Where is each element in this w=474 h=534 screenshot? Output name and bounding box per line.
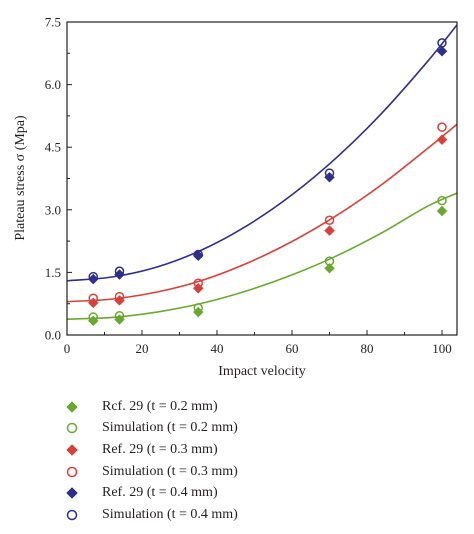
data-markers [87, 38, 448, 327]
legend-circle-icon [62, 465, 82, 479]
x-tick-label: 100 [432, 341, 452, 356]
y-tick-label: 7.5 [45, 15, 61, 30]
data-point-diamond [66, 487, 78, 500]
legend-diamond-icon [62, 486, 82, 500]
x-tick-label: 40 [211, 341, 224, 356]
legend-item: Rcf. 29 (t = 0.2 mm) [62, 396, 362, 418]
fit-line [66, 24, 458, 282]
x-axis-title: Impact velocity [218, 364, 305, 379]
x-tick-label: 80 [361, 341, 374, 356]
y-tick-label: 6.0 [45, 77, 61, 92]
legend-item: Ref. 29 (t = 0.4 mm) [62, 482, 362, 504]
legend-label: Ref. 29 (t = 0.4 mm) [102, 485, 218, 501]
data-point-diamond [324, 225, 335, 237]
data-point-circle [66, 466, 78, 477]
fit-line [66, 192, 458, 320]
legend-label: Simulation (t = 0.4 mm) [102, 506, 238, 522]
data-point-circle [88, 293, 98, 304]
y-tick-label: 3.0 [45, 202, 61, 217]
data-point-diamond [66, 444, 78, 456]
data-point-circle [437, 122, 447, 132]
data-point-diamond [436, 45, 448, 57]
y-tick-label: 0.0 [45, 328, 61, 343]
data-point-circle [114, 266, 125, 276]
data-point-circle [437, 195, 447, 206]
data-point-diamond [436, 205, 448, 217]
data-point-diamond [324, 262, 335, 274]
legend-label: Simulation (t = 0.2 mm) [102, 420, 238, 436]
x-tick-label: 60 [286, 341, 299, 356]
legend-item: Simulation (t = 0.3 mm) [62, 461, 362, 483]
fit-line [66, 123, 458, 303]
x-tick-label: 20 [136, 341, 149, 356]
data-point-circle [88, 271, 98, 282]
fit-lines [66, 24, 458, 320]
data-point-diamond [436, 134, 448, 146]
axis-ticks: 0 20 40 60 80 100 0.0 1.5 3.0 4.5 6.0 7.5 [45, 15, 452, 357]
y-axis-title: Plateau stress σ (Mpa) [13, 115, 28, 241]
y-tick-label: 4.5 [45, 140, 61, 155]
data-point-circle [114, 311, 125, 321]
legend-label: Ref. 29 (t = 0.3 mm) [102, 441, 218, 457]
plot-frame [66, 21, 458, 336]
data-point-circle [324, 256, 335, 266]
y-tick-label: 1.5 [45, 265, 61, 280]
legend-item: Simulation (t = 0.2 mm) [62, 418, 362, 440]
data-point-circle [66, 509, 78, 521]
legend: Rcf. 29 (t = 0.2 mm) Simulation (t = 0.2 … [62, 396, 362, 526]
data-point-circle [437, 38, 447, 48]
data-point-circle [114, 291, 125, 302]
legend-diamond-icon [62, 400, 82, 414]
legend-circle-icon [62, 508, 82, 522]
data-point-circle [324, 215, 335, 225]
data-point-circle [66, 423, 78, 434]
x-tick-label: 0 [64, 341, 71, 356]
data-point-circle [324, 168, 335, 178]
legend-item: Simulation (t = 0.4 mm) [62, 504, 362, 526]
data-point-circle [88, 312, 98, 322]
legend-circle-icon [62, 421, 82, 435]
data-point-diamond [66, 400, 78, 413]
data-point-circle [193, 249, 203, 260]
legend-diamond-icon [62, 443, 82, 457]
data-point-circle [193, 278, 203, 289]
legend-item: Ref. 29 (t = 0.3 mm) [62, 439, 362, 461]
data-point-circle [193, 303, 203, 313]
legend-label: Rcf. 29 (t = 0.2 mm) [102, 398, 218, 414]
legend-label: Simulation (t = 0.3 mm) [102, 463, 238, 479]
